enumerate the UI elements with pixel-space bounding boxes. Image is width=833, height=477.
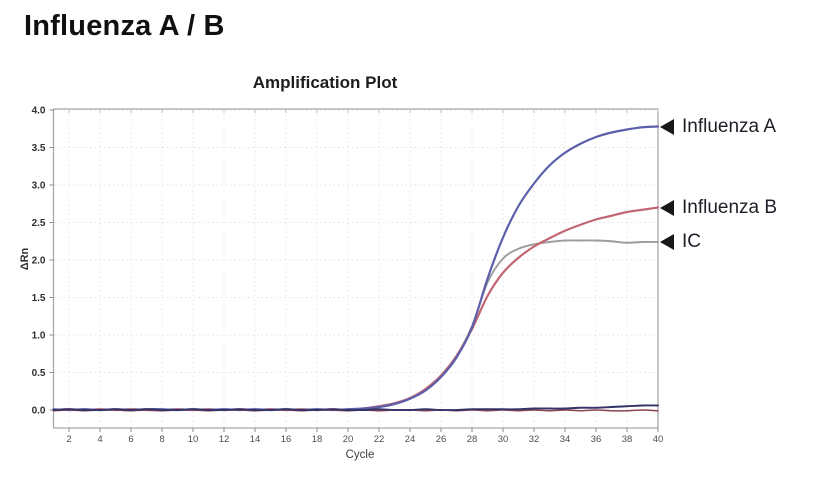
plot-frame — [52, 108, 659, 429]
x-tick-label: 24 — [405, 434, 416, 445]
y-tick-label: 1.5 — [32, 293, 46, 304]
x-tick-label: 30 — [498, 434, 509, 445]
annotation-label: Influenza B — [682, 196, 778, 218]
x-tick-label: 2 — [66, 434, 71, 445]
annotation-label: Influenza A — [682, 115, 777, 137]
x-tick-label: 4 — [97, 434, 102, 445]
y-tick-label: 2.5 — [32, 218, 46, 229]
x-tick-label: 16 — [281, 434, 292, 445]
x-tick-label: 32 — [529, 434, 540, 445]
page-title: Influenza A / B — [24, 10, 225, 42]
y-tick-label: 4.0 — [32, 106, 46, 117]
curve-influenza-a — [52, 125, 660, 412]
left-arrow-icon — [660, 118, 674, 135]
y-tick-label: 3.0 — [32, 181, 46, 192]
y-tick-label: 0.0 — [32, 406, 46, 417]
x-tick-label: 20 — [343, 434, 354, 445]
x-tick-label: 22 — [374, 434, 385, 445]
x-tick-label: 40 — [653, 434, 664, 445]
annotation-label: IC — [682, 231, 701, 252]
x-tick-label: 18 — [312, 434, 323, 445]
curve-baseline-trace-navy — [52, 404, 659, 412]
y-tick-label: 3.5 — [32, 143, 46, 154]
y-tick-label: 1.0 — [32, 331, 46, 342]
x-tick-label: 38 — [622, 434, 633, 445]
left-arrow-icon — [660, 199, 674, 216]
x-tick-label: 8 — [159, 434, 164, 445]
x-axis-label: Cycle — [345, 449, 375, 461]
y-tick-label: 2.0 — [32, 256, 46, 267]
x-tick-label: 36 — [591, 434, 602, 445]
x-tick-label: 26 — [436, 434, 447, 445]
x-tick-label: 34 — [560, 434, 571, 445]
annotation-influenza-a: Influenza A — [660, 116, 776, 138]
x-tick-label: 14 — [250, 434, 261, 445]
x-tick-label: 28 — [467, 434, 478, 445]
left-arrow-icon — [660, 234, 674, 250]
x-tick-label: 10 — [188, 434, 199, 445]
curve-ic — [52, 239, 659, 412]
curve-influenza-b — [52, 206, 660, 412]
chart-title: Amplification Plot — [252, 73, 398, 92]
annotation-ic: IC — [660, 231, 701, 253]
y-tick-label: 0.5 — [32, 368, 46, 379]
x-tick-label: 6 — [128, 434, 133, 445]
annotation-influenza-b: Influenza B — [660, 197, 777, 219]
x-tick-label: 12 — [219, 434, 230, 445]
